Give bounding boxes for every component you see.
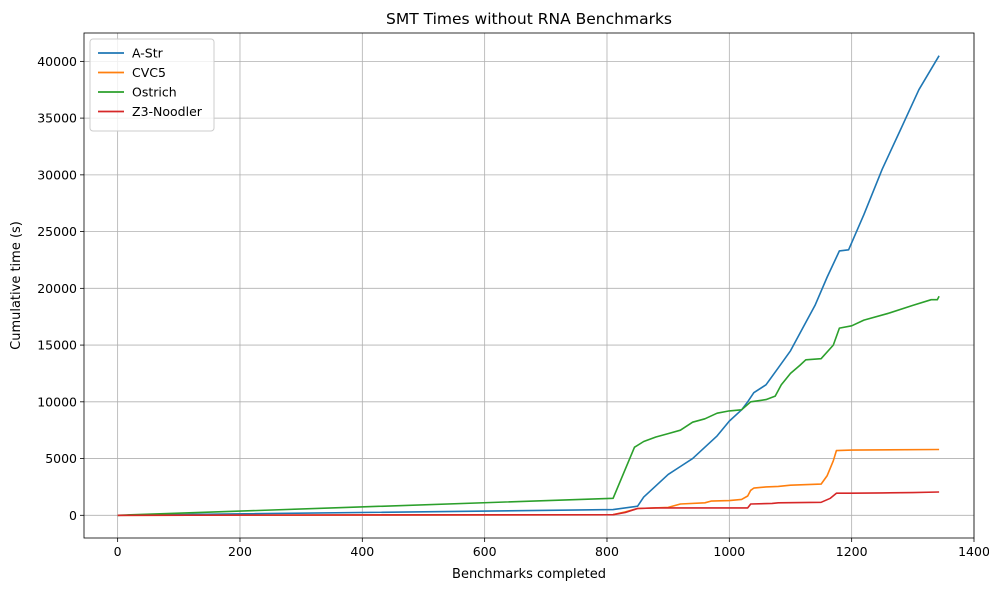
y-ticks: 0 5000 10000 15000 20000 25000 30000 35000 40000 [37,54,84,523]
x-tick-label: 1200 [836,544,868,559]
legend-label: CVC5 [132,65,166,80]
x-axis-label: Benchmarks completed [452,567,606,582]
legend-label: Z3-Noodler [132,104,203,119]
legend-label: A-Str [132,46,164,61]
legend-items: A-Str CVC5 Ostrich Z3-Noodler [98,46,203,119]
chart-title: SMT Times without RNA Benchmarks [386,10,672,28]
x-tick-label: 1400 [958,544,989,559]
legend-label: Ostrich [132,85,177,100]
y-tick-label: 10000 [37,394,77,409]
y-tick-label: 5000 [45,451,77,466]
legend-box [89,38,215,132]
legend: A-Str CVC5 Ostrich Z3-Noodler [89,38,215,132]
series-line-ostrich [117,295,940,517]
series-line-cvc5 [117,448,940,517]
x-tick-label: 600 [473,544,497,559]
series-line-z3-noodler [117,491,940,517]
y-tick-label: 25000 [37,224,77,239]
y-tick-label: 30000 [37,167,77,182]
plot-frame [83,32,975,539]
x-tick-label: 1000 [713,544,745,559]
grid-lines [84,33,975,538]
x-tick-label: 800 [595,544,619,559]
y-tick-label: 40000 [37,54,77,69]
y-tick-label: 0 [69,508,77,523]
series-lines [117,55,940,517]
x-tick-label: 400 [350,544,374,559]
series-line-a-str [117,55,940,517]
y-tick-label: 20000 [37,281,77,296]
x-ticks: 0 200 400 600 800 1000 1200 1400 [114,538,989,559]
y-tick-label: 15000 [37,338,77,353]
x-tick-label: 200 [228,544,252,559]
y-tick-label: 35000 [37,111,77,126]
y-axis-label: Cumulative time (s) [9,221,24,350]
x-tick-label: 0 [114,544,122,559]
